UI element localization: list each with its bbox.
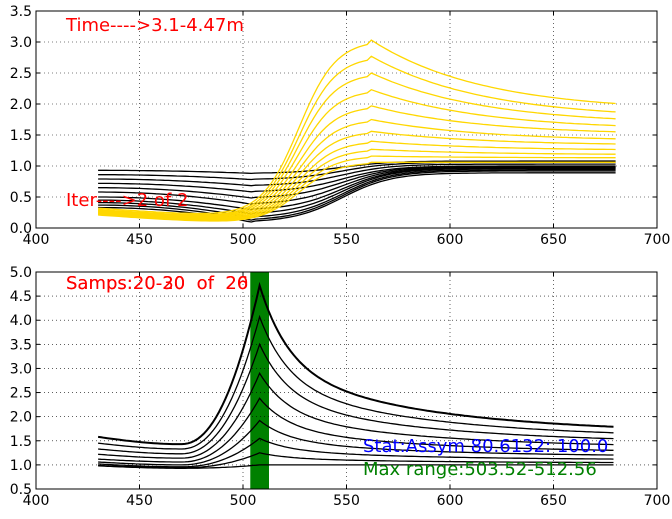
x-tick-label: 400 bbox=[23, 232, 50, 248]
x-tick-label: 700 bbox=[644, 493, 671, 509]
x-tick-label: 500 bbox=[230, 232, 257, 248]
x-tick-label: 600 bbox=[437, 493, 464, 509]
black-series-line bbox=[98, 170, 616, 221]
x-tick-label: 400 bbox=[23, 493, 50, 509]
black-series-line bbox=[98, 419, 614, 466]
x-tick-label: 550 bbox=[333, 493, 360, 509]
yellow-series-line bbox=[98, 55, 616, 216]
y-tick-label: 0.5 bbox=[10, 190, 32, 206]
black-series-line bbox=[98, 169, 616, 219]
y-tick-label: 3.0 bbox=[10, 35, 32, 51]
y-tick-label: 0.5 bbox=[10, 482, 32, 498]
y-tick-label: 3.5 bbox=[10, 337, 32, 353]
x-tick-label: 450 bbox=[126, 232, 153, 248]
black-series-line bbox=[98, 397, 614, 463]
black-series-line bbox=[98, 314, 614, 450]
black-series-line bbox=[98, 172, 616, 223]
y-tick-label: 3.0 bbox=[10, 361, 32, 377]
y-tick-label: 5.0 bbox=[10, 265, 32, 281]
x-tick-label: 650 bbox=[540, 232, 567, 248]
max-range-band bbox=[250, 272, 269, 489]
black-series-line bbox=[97, 281, 614, 446]
black-series-line bbox=[98, 163, 616, 187]
y-tick-label: 1.5 bbox=[10, 128, 32, 144]
y-tick-label: 1.0 bbox=[10, 458, 32, 474]
x-tick-label: 600 bbox=[437, 232, 464, 248]
y-tick-label: 4.0 bbox=[10, 313, 32, 329]
y-tick-label: 2.0 bbox=[10, 410, 32, 426]
y-tick-label: 0.0 bbox=[10, 221, 32, 237]
annotation-max-range: Max range:503.52-512.56 bbox=[363, 459, 597, 480]
annotation-samps-a: Samps:20-20 of 20 bbox=[66, 273, 248, 294]
y-tick-label: 3.5 bbox=[10, 4, 32, 20]
y-tick-label: 2.5 bbox=[10, 386, 32, 402]
black-series-line bbox=[98, 165, 616, 199]
x-tick-label: 550 bbox=[333, 232, 360, 248]
annotation-iter: Iter---->2 of 2 bbox=[66, 190, 188, 211]
bottom-series bbox=[97, 281, 614, 469]
annotation-samps-b: Samps:20-30 of 26 bbox=[66, 273, 248, 294]
x-tick-label: 500 bbox=[230, 493, 257, 509]
top-plot: 400 450 500 550 600 650 700 0.0 0.5 1.0 1.5 2.0 2.5 3… bbox=[10, 4, 671, 248]
x-tick-label: 650 bbox=[540, 493, 567, 509]
top-series bbox=[98, 39, 616, 223]
black-series-line bbox=[98, 342, 614, 455]
y-tick-label: 1.5 bbox=[10, 434, 32, 450]
black-series-line bbox=[98, 437, 614, 468]
y-tick-label: 1.0 bbox=[10, 159, 32, 175]
yellow-series-line bbox=[98, 161, 616, 222]
annotation-time: Time---->3.1-4.47m bbox=[65, 15, 244, 36]
black-series-line bbox=[98, 464, 614, 469]
yellow-series-line bbox=[98, 148, 616, 221]
x-tick-label: 450 bbox=[126, 493, 153, 509]
black-series-line bbox=[98, 371, 614, 459]
y-tick-label: 4.5 bbox=[10, 289, 32, 305]
yellow-series-line bbox=[98, 118, 616, 219]
yellow-series-line bbox=[98, 88, 616, 217]
bottom-plot: 400 450 500 550 600 650 700 0.5 1.0 1.5 2.0 2.5 3.0 3… bbox=[10, 265, 671, 509]
y-tick-label: 2.0 bbox=[10, 97, 32, 113]
black-series-line bbox=[98, 167, 616, 215]
annotation-stat: Stat:Assym 80.6132: 100.0 bbox=[363, 436, 608, 457]
y-tick-label: 2.5 bbox=[10, 66, 32, 82]
x-tick-label: 700 bbox=[644, 232, 671, 248]
yellow-series-line bbox=[98, 39, 616, 215]
